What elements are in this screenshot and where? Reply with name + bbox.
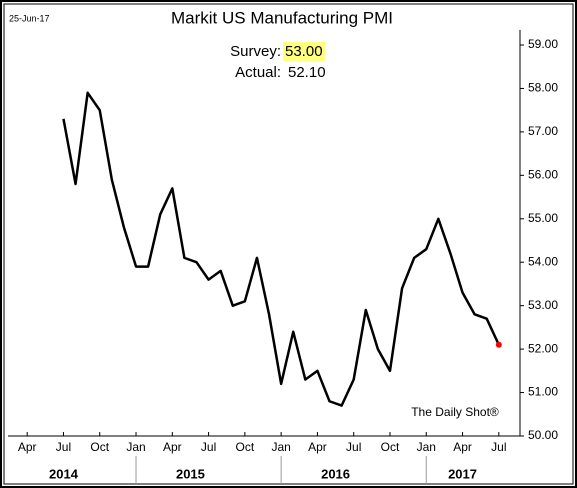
year-label: 2016 [321, 466, 350, 481]
x-tick-label: Jul [346, 440, 361, 454]
survey-value: 53.00 [285, 43, 323, 60]
y-tick-label: 54.00 [528, 254, 558, 268]
x-tick-label: Apr [453, 440, 472, 454]
x-tick-label: Jul [201, 440, 216, 454]
y-tick-label: 56.00 [528, 168, 558, 182]
x-tick-label: Oct [90, 440, 109, 454]
date-note: 25-Jun-17 [9, 13, 50, 23]
x-tick-label: Jan [417, 440, 436, 454]
survey-highlight [283, 42, 325, 61]
year-label: 2015 [176, 466, 205, 481]
x-tick-label: Oct [381, 440, 400, 454]
chart-title: Markit US Manufacturing PMI [171, 8, 393, 27]
y-tick-label: 57.00 [528, 124, 558, 138]
source-note: The Daily Shot® [411, 405, 499, 419]
y-tick-label: 58.00 [528, 81, 558, 95]
x-tick-label: Jan [271, 440, 290, 454]
series-line [62, 91, 500, 407]
y-tick-label: 51.00 [528, 385, 558, 399]
y-tick-label: 53.00 [528, 298, 558, 312]
inner-border [3, 3, 574, 485]
x-tick-label: Jan [126, 440, 145, 454]
x-tick-label: Jul [491, 440, 506, 454]
y-tick-label: 50.00 [528, 428, 558, 442]
year-label: 2014 [49, 466, 79, 481]
y-tick-label: 52.00 [528, 341, 558, 355]
x-tick-label: Apr [163, 440, 182, 454]
y-tick-label: 55.00 [528, 211, 558, 225]
x-tick-label: Apr [18, 440, 37, 454]
x-tick-label: Jul [56, 440, 71, 454]
year-label: 2017 [448, 466, 477, 481]
x-tick-label: Apr [308, 440, 327, 454]
y-tick-label: 59.00 [528, 37, 558, 51]
actual-label: Actual: [235, 64, 281, 81]
survey-label: Survey: [230, 43, 281, 60]
actual-value: 52.10 [288, 64, 326, 81]
x-tick-label: Oct [236, 440, 255, 454]
last-point [495, 341, 502, 348]
